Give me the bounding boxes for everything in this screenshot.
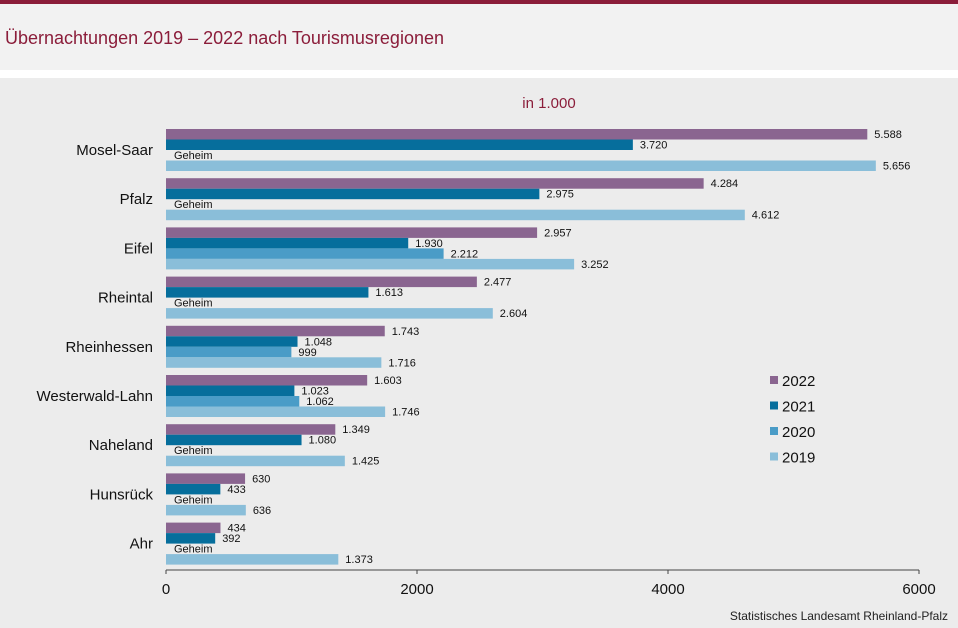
data-label-geheim: Geheim	[174, 494, 213, 506]
data-label: 1.023	[301, 386, 329, 398]
bar	[166, 178, 704, 189]
bar	[166, 522, 221, 534]
category-label: Pfalz	[120, 191, 153, 208]
legend-swatch	[770, 376, 778, 384]
bar	[166, 375, 368, 386]
category-label: Hunsrück	[90, 486, 154, 503]
data-label: 636	[253, 505, 271, 517]
bar	[166, 406, 386, 417]
bar	[166, 287, 369, 298]
bar	[166, 385, 295, 396]
bar	[166, 357, 382, 368]
bar	[166, 129, 868, 140]
data-label: 1.349	[342, 424, 370, 436]
legend-swatch	[770, 427, 778, 435]
data-label: 5.588	[874, 129, 902, 141]
data-label-geheim: Geheim	[174, 298, 213, 310]
bar	[166, 237, 409, 249]
bar	[166, 504, 246, 516]
bar	[166, 554, 339, 565]
data-label: 2.604	[500, 308, 528, 320]
data-label: 1.080	[309, 435, 337, 447]
header-divider	[0, 70, 958, 78]
data-label-geheim: Geheim	[174, 199, 213, 211]
bar	[166, 533, 216, 544]
category-label: Eifel	[124, 240, 153, 257]
data-label: 4.284	[711, 178, 739, 190]
data-label: 1.603	[374, 375, 402, 387]
bar	[166, 139, 633, 150]
legend-label: 2019	[782, 450, 815, 467]
data-label: 2.975	[546, 189, 574, 201]
legend-label: 2021	[782, 399, 815, 416]
category-label: Rheintal	[98, 290, 153, 307]
legend-label: 2022	[782, 373, 815, 390]
x-tick-label: 0	[162, 581, 170, 598]
data-label: 1.373	[345, 554, 373, 566]
category-label: Naheland	[89, 437, 153, 454]
category-label: Rheinhessen	[65, 339, 153, 356]
category-label: Westerwald-Lahn	[37, 388, 153, 405]
data-label: 434	[227, 523, 245, 535]
data-label: 1.425	[352, 456, 380, 468]
data-label: 1.716	[388, 357, 416, 369]
data-label: 3.252	[581, 259, 609, 271]
bar	[166, 434, 302, 446]
data-label: 1.930	[415, 238, 443, 250]
bar	[166, 308, 493, 319]
data-label: 3.720	[640, 140, 668, 152]
x-tick-label: 4000	[651, 581, 684, 598]
data-label-geheim: Geheim	[174, 445, 213, 457]
data-label: 1.746	[392, 407, 420, 419]
data-label: 1.613	[375, 287, 403, 299]
page-title: Übernachtungen 2019 – 2022 nach Tourismu…	[5, 28, 444, 48]
data-label: 630	[252, 473, 270, 485]
bar	[166, 258, 575, 270]
bar	[166, 276, 477, 288]
data-label: 4.612	[752, 210, 780, 222]
source-note: Statistisches Landesamt Rheinland-Pfalz	[729, 609, 948, 623]
data-label-geheim: Geheim	[174, 544, 213, 556]
data-label: 2.212	[451, 248, 479, 260]
data-label: 5.656	[883, 161, 911, 173]
data-label: 1.062	[306, 396, 334, 408]
data-label: 2.477	[484, 277, 512, 289]
bar	[166, 473, 246, 484]
top-accent-bar	[0, 0, 958, 4]
bar	[166, 325, 385, 337]
x-tick-label: 2000	[400, 581, 433, 598]
chart-subtitle: in 1.000	[522, 95, 576, 112]
bar	[166, 209, 745, 221]
bar	[166, 248, 444, 259]
category-label: Ahr	[130, 536, 153, 553]
header: Übernachtungen 2019 – 2022 nach Tourismu…	[0, 4, 958, 70]
legend-swatch	[770, 452, 778, 461]
legend-swatch	[770, 401, 778, 410]
data-label: 392	[222, 533, 240, 545]
bar	[166, 396, 300, 407]
data-label: 1.048	[305, 336, 333, 348]
data-label: 1.743	[392, 326, 420, 338]
data-label: 2.957	[544, 227, 572, 239]
legend-label: 2020	[782, 424, 815, 441]
bar	[166, 424, 336, 435]
data-label: 999	[298, 347, 316, 359]
bar	[166, 227, 538, 238]
bar	[166, 160, 876, 171]
data-label: 433	[227, 484, 245, 496]
bar	[166, 336, 298, 347]
bar	[166, 188, 540, 200]
x-tick-label: 6000	[902, 581, 935, 598]
bar	[166, 455, 345, 467]
bar	[166, 483, 221, 495]
data-label-geheim: Geheim	[174, 150, 213, 162]
category-label: Mosel-Saar	[76, 142, 153, 159]
bar	[166, 346, 292, 358]
